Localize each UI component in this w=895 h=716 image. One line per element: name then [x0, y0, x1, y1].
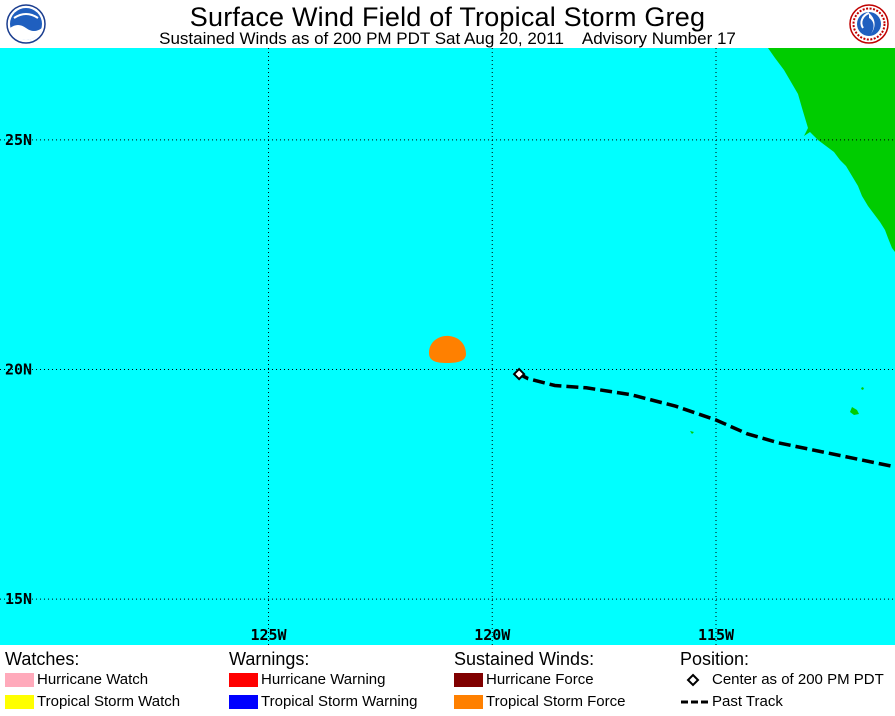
tropical-storm-force-swatch — [454, 695, 483, 709]
lat-label: 20N — [5, 360, 32, 378]
noaa-logo — [6, 4, 46, 44]
hurricane-watch-swatch — [5, 673, 34, 687]
hurricane-force-swatch — [454, 673, 483, 687]
legend-heading-warnings: Warnings: — [229, 649, 310, 669]
map-header: Surface Wind Field of Tropical Storm Gre… — [0, 0, 895, 48]
legend-heading-sustained-winds: Sustained Winds: — [454, 649, 595, 669]
island-b — [861, 387, 864, 390]
legend-label: Hurricane Watch — [37, 671, 149, 688]
lon-label: 125W — [250, 626, 287, 644]
storm-center-marker — [512, 367, 526, 381]
legend-heading-position: Position: — [680, 649, 750, 669]
past-track-line — [518, 372, 891, 468]
lat-label: 15N — [5, 590, 32, 608]
dashed-track-icon — [681, 700, 711, 704]
legend-label: Tropical Storm Warning — [261, 693, 418, 710]
island-a — [850, 407, 859, 415]
island-c — [690, 431, 694, 434]
lon-label: 115W — [698, 626, 735, 644]
tropical-storm-watch-swatch — [5, 695, 34, 709]
legend-label: Center as of 200 PM PDT — [712, 671, 884, 688]
hurricane-warning-swatch — [229, 673, 258, 687]
tropical-storm-force-wind-area — [429, 335, 466, 363]
legend-label: Tropical Storm Force — [486, 693, 626, 710]
national-weather-service-logo — [849, 4, 889, 44]
lon-label: 120W — [474, 626, 511, 644]
map-subtitle: Sustained Winds as of 200 PM PDT Sat Aug… — [159, 29, 736, 48]
storm-map: 25N 20N 15N 125W 120W 115W — [0, 48, 895, 645]
center-diamond-icon — [686, 673, 700, 687]
legend-label: Hurricane Force — [486, 671, 594, 688]
legend-label: Tropical Storm Watch — [37, 693, 181, 710]
tropical-storm-warning-swatch — [229, 695, 258, 709]
lat-label: 25N — [5, 131, 32, 149]
mainland-mexico-land — [878, 146, 895, 166]
legend-label: Hurricane Warning — [261, 671, 386, 688]
legend: Watches: Hurricane Watch Tropical Storm … — [0, 645, 895, 716]
legend-label: Past Track — [712, 693, 783, 710]
map-title: Surface Wind Field of Tropical Storm Gre… — [189, 2, 706, 32]
legend-heading-watches: Watches: — [5, 649, 80, 669]
map-grid: 25N 20N 15N 125W 120W 115W — [0, 48, 895, 645]
baja-california-land — [768, 48, 895, 252]
